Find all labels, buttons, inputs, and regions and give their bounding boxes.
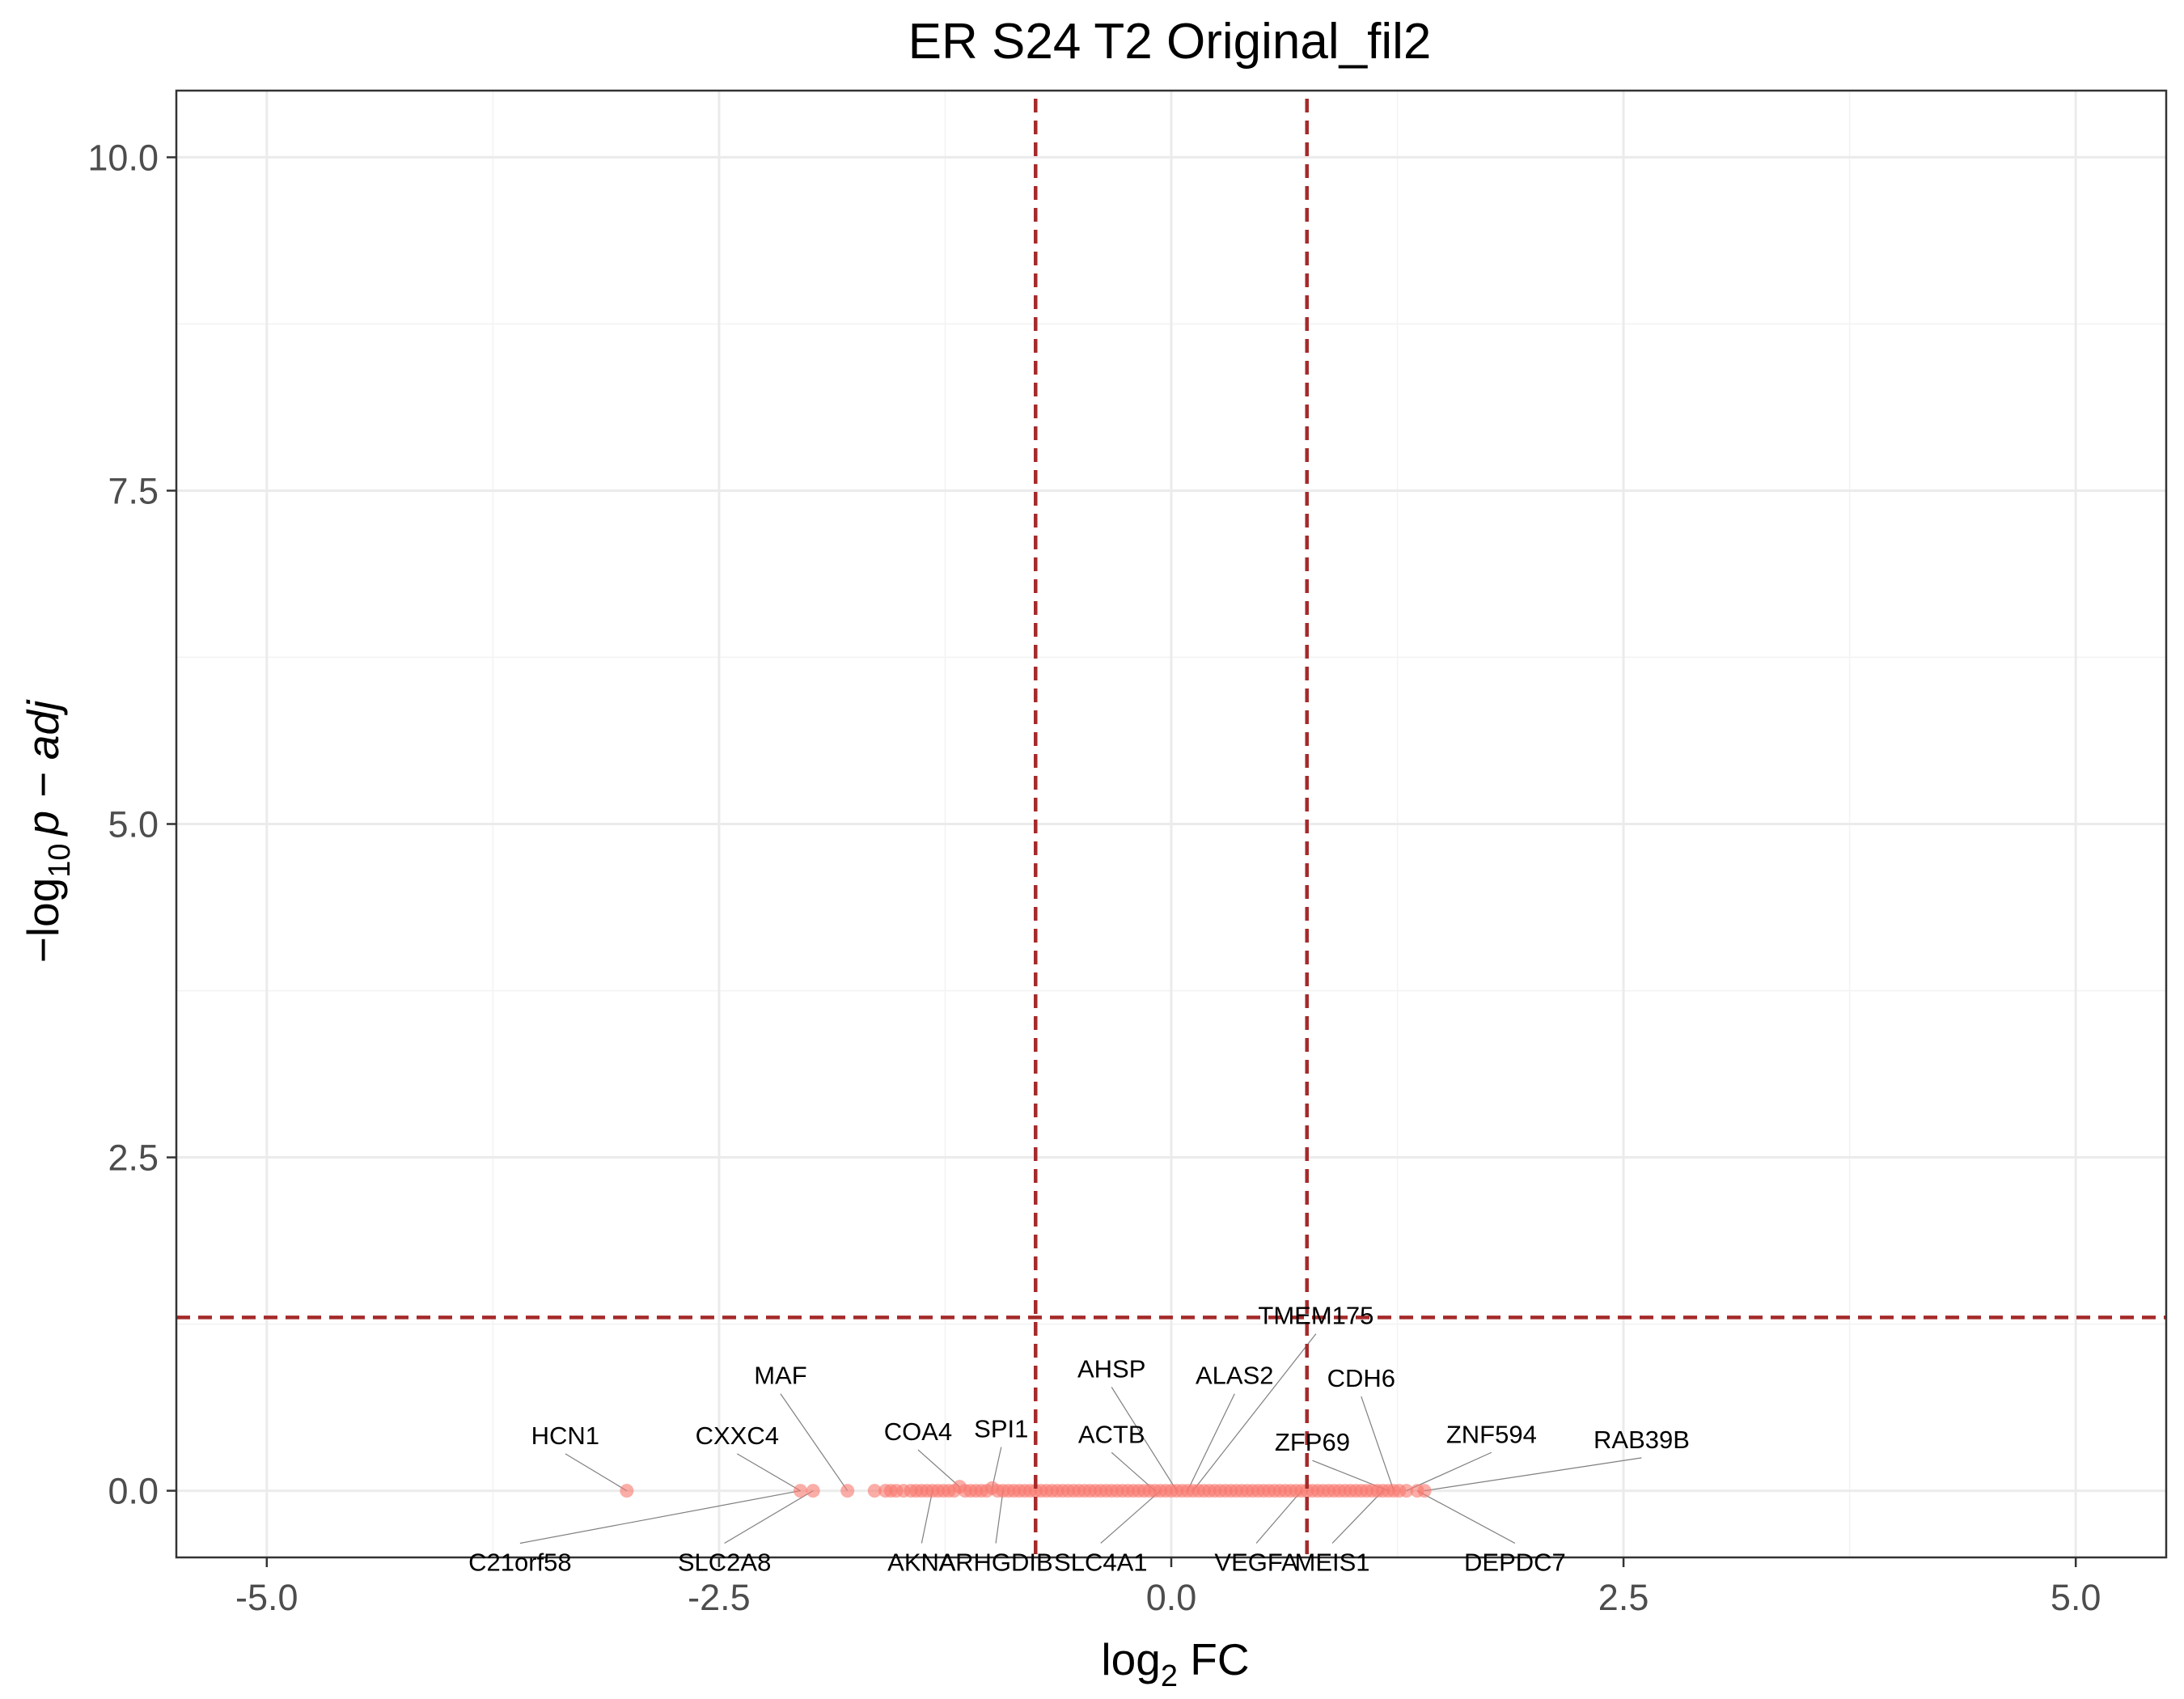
- y-tick-label: 0.0: [108, 1471, 159, 1512]
- label-leader-line: [724, 1490, 814, 1544]
- label-leader-line: [1331, 1490, 1384, 1544]
- x-tick-label: 0.0: [1146, 1577, 1197, 1618]
- x-axis-title: log2 FC: [1101, 1634, 1249, 1693]
- gene-label: COA4: [884, 1417, 952, 1446]
- x-tick-label: -5.0: [235, 1577, 298, 1618]
- y-tick-label: 10.0: [87, 137, 159, 178]
- chart-title: ER S24 T2 Original_fil2: [908, 14, 1432, 70]
- data-point: [806, 1484, 820, 1498]
- label-leader-line: [1100, 1490, 1161, 1544]
- gene-label: MEIS1: [1295, 1548, 1370, 1576]
- gene-label: ZFP69: [1275, 1428, 1350, 1456]
- data-points: [620, 1480, 1432, 1498]
- data-point: [620, 1484, 634, 1498]
- x-tick-label: 2.5: [1598, 1577, 1649, 1618]
- y-axis-title-subscript: 10: [43, 843, 77, 877]
- gene-label: HCN1: [531, 1421, 599, 1450]
- gene-labels: HCN1 C21orf58 CXXC4 SLC2A8 MAF COA4 AKNA SPI1 AR…: [468, 1302, 1690, 1577]
- gene-label: MAF: [754, 1362, 806, 1390]
- data-point: [1399, 1484, 1414, 1498]
- label-leader-line: [736, 1453, 801, 1492]
- label-leader-line: [1255, 1490, 1302, 1544]
- x-tick-label: 5.0: [2051, 1577, 2101, 1618]
- gene-label: ZNF594: [1446, 1420, 1537, 1448]
- x-axis-title-rest: FC: [1178, 1634, 1250, 1684]
- y-axis-title-rest: p − adj: [18, 699, 68, 837]
- label-leader-line: [519, 1490, 801, 1544]
- gene-label: SLC2A8: [678, 1548, 771, 1576]
- gene-label: SLC4A1: [1054, 1548, 1147, 1576]
- x-tick-label: -2.5: [688, 1577, 751, 1618]
- gene-label: RAB39B: [1594, 1426, 1690, 1454]
- gene-label: VEGFA: [1214, 1548, 1298, 1576]
- label-leader-line: [1416, 1490, 1516, 1544]
- label-leader-line: [921, 1490, 933, 1544]
- gene-label: ARHGDIB: [938, 1548, 1052, 1576]
- label-leader-line: [1424, 1457, 1642, 1492]
- y-axis-title: −log10 p − adj: [18, 699, 77, 963]
- label-leader-line: [917, 1449, 960, 1488]
- x-axis-title-subscript: 2: [1161, 1659, 1178, 1693]
- x-axis-ticks: -5.0 -2.5 0.0 2.5 5.0: [235, 1557, 2101, 1618]
- label-leader-line: [1192, 1333, 1317, 1491]
- y-tick-label: 7.5: [108, 470, 159, 511]
- label-leader-line: [780, 1393, 849, 1491]
- gene-label: SPI1: [974, 1415, 1028, 1443]
- gene-label: CDH6: [1327, 1364, 1395, 1392]
- y-tick-label: 2.5: [108, 1138, 159, 1179]
- data-point: [840, 1484, 855, 1498]
- gene-label: DEPDC7: [1464, 1548, 1566, 1576]
- data-point: [794, 1484, 808, 1498]
- gene-label: C21orf58: [468, 1548, 572, 1576]
- label-leader-line: [992, 1447, 1002, 1489]
- label-leader-line: [1361, 1396, 1395, 1491]
- label-leader-line: [1406, 1451, 1492, 1492]
- y-axis-title-main: −log: [18, 878, 68, 964]
- gene-label: AHSP: [1077, 1354, 1145, 1383]
- label-leader-line: [1187, 1393, 1235, 1491]
- label-leader-lines: [519, 1333, 1642, 1544]
- threshold-lines: [176, 99, 2166, 1557]
- x-axis-title-main: log: [1101, 1634, 1160, 1684]
- label-leader-line: [995, 1490, 1004, 1544]
- gene-label: CXXC4: [696, 1421, 779, 1450]
- label-leader-line: [565, 1453, 628, 1492]
- label-leader-line: [1111, 1387, 1178, 1491]
- y-axis-ticks: 0.0 2.5 5.0 7.5 10.0: [87, 137, 176, 1512]
- gene-label: AKNA: [887, 1548, 956, 1576]
- data-point: [1417, 1484, 1432, 1498]
- data-point: [867, 1484, 882, 1498]
- gene-label: ACTB: [1078, 1420, 1145, 1448]
- y-tick-label: 5.0: [108, 804, 159, 845]
- gene-label: TMEM175: [1258, 1302, 1373, 1330]
- gene-label: ALAS2: [1196, 1362, 1274, 1390]
